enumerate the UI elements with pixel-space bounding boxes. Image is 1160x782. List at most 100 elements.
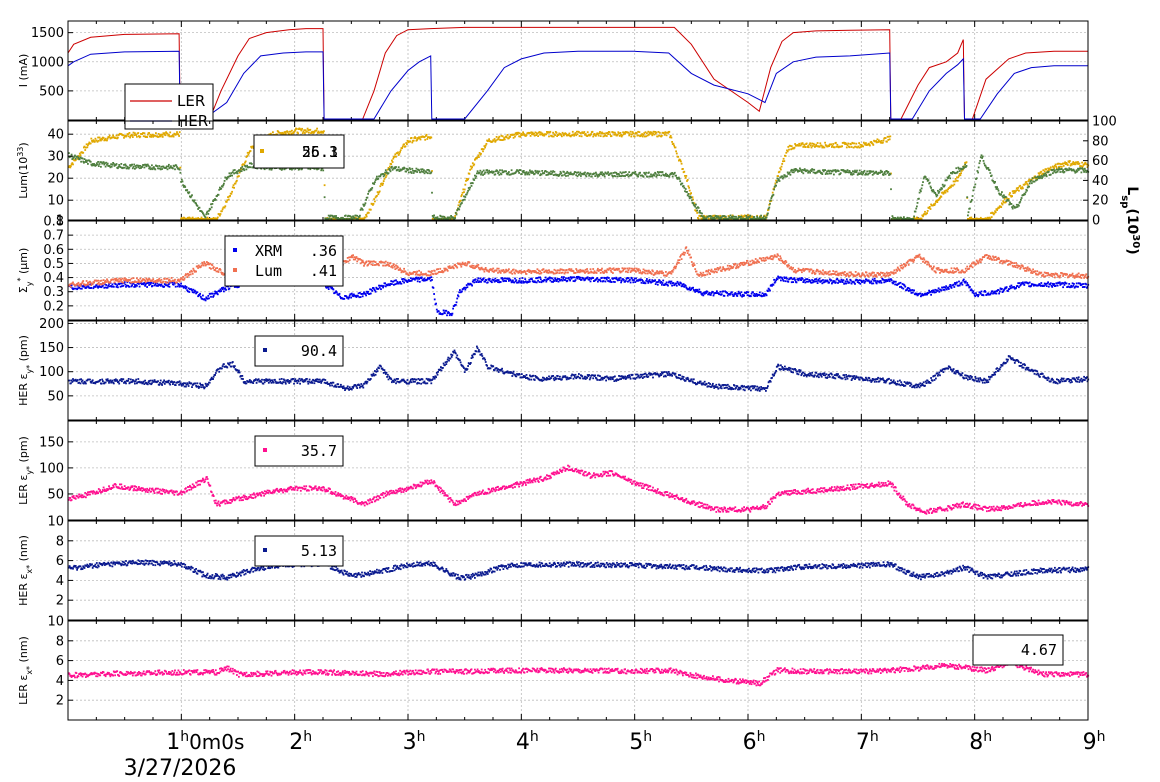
data-point xyxy=(1055,165,1058,168)
data-point xyxy=(180,218,182,220)
data-point xyxy=(488,278,491,280)
data-point xyxy=(1046,282,1049,285)
data-point xyxy=(773,185,776,188)
data-point xyxy=(174,285,177,288)
data-point xyxy=(992,213,995,216)
data-point xyxy=(891,215,894,217)
data-point xyxy=(221,287,223,289)
data-point xyxy=(94,137,97,140)
data-point xyxy=(191,216,194,219)
data-point xyxy=(423,169,425,172)
data-point xyxy=(614,131,616,134)
data-point xyxy=(920,187,923,190)
data-point xyxy=(924,210,926,213)
data-point xyxy=(792,281,794,283)
data-point xyxy=(574,279,577,281)
data-point xyxy=(1073,169,1075,172)
data-point xyxy=(958,174,960,177)
data-point xyxy=(1028,178,1031,181)
data-point xyxy=(129,279,131,281)
data-point xyxy=(289,168,291,171)
data-point xyxy=(810,146,813,149)
data-point xyxy=(402,168,405,170)
data-point xyxy=(558,278,561,280)
data-point xyxy=(158,135,161,138)
data-point xyxy=(522,171,524,174)
data-point xyxy=(85,143,88,146)
data-point xyxy=(943,185,945,188)
data-point xyxy=(593,172,596,175)
data-point xyxy=(247,153,250,156)
data-point xyxy=(248,162,251,165)
data-point xyxy=(574,132,577,134)
data-point xyxy=(513,133,516,136)
data-point xyxy=(428,278,431,280)
data-point xyxy=(971,195,974,197)
data-point xyxy=(91,140,94,143)
data-point xyxy=(1009,287,1012,290)
data-point xyxy=(109,281,112,283)
data-point xyxy=(587,172,590,175)
data-point xyxy=(71,287,74,290)
data-point xyxy=(807,146,810,149)
data-point xyxy=(831,145,834,147)
data-point xyxy=(501,139,503,141)
data-point xyxy=(151,134,153,137)
data-point xyxy=(964,280,967,283)
data-point xyxy=(1026,186,1029,189)
data-point xyxy=(645,171,648,174)
data-point xyxy=(903,216,905,218)
data-point xyxy=(524,278,527,280)
data-point xyxy=(303,129,306,132)
data-point xyxy=(462,199,465,201)
plot-frame xyxy=(67,120,1089,221)
data-point xyxy=(883,281,886,284)
data-point xyxy=(805,280,808,283)
data-point xyxy=(618,279,621,281)
data-point xyxy=(428,136,431,139)
data-point xyxy=(837,279,840,282)
data-point xyxy=(782,160,784,163)
data-point xyxy=(201,298,204,300)
data-point xyxy=(352,295,354,298)
data-point xyxy=(657,172,660,174)
data-point xyxy=(473,179,476,181)
data-point xyxy=(471,166,473,168)
data-point xyxy=(439,312,442,314)
data-point xyxy=(583,131,586,133)
data-point xyxy=(870,141,873,143)
data-point xyxy=(771,284,773,287)
data-point xyxy=(733,294,735,297)
data-point xyxy=(1037,284,1040,286)
data-point xyxy=(309,168,312,171)
data-point xyxy=(875,140,877,142)
data-point xyxy=(1009,285,1011,288)
data-point xyxy=(124,163,127,166)
data-point xyxy=(142,283,145,286)
data-point xyxy=(408,167,411,169)
data-point xyxy=(385,171,388,173)
data-point xyxy=(584,171,586,174)
data-point xyxy=(385,174,388,177)
data-point xyxy=(882,279,885,281)
data-point xyxy=(682,285,684,287)
data-point xyxy=(690,199,693,202)
data-point xyxy=(375,177,378,180)
data-point xyxy=(148,166,151,168)
data-point xyxy=(1065,169,1068,172)
data-point xyxy=(983,162,986,165)
data-point xyxy=(476,170,479,173)
data-point xyxy=(899,286,901,288)
y-tick-label: 500 xyxy=(39,84,64,99)
data-point xyxy=(1043,173,1045,176)
data-point xyxy=(823,281,826,283)
data-point xyxy=(129,281,132,284)
data-point xyxy=(1040,170,1043,173)
data-point xyxy=(143,166,146,169)
data-point xyxy=(101,283,104,286)
data-point xyxy=(830,279,833,282)
data-point xyxy=(89,142,92,145)
data-point xyxy=(350,218,352,220)
data-point xyxy=(712,294,715,297)
data-point xyxy=(206,216,209,219)
